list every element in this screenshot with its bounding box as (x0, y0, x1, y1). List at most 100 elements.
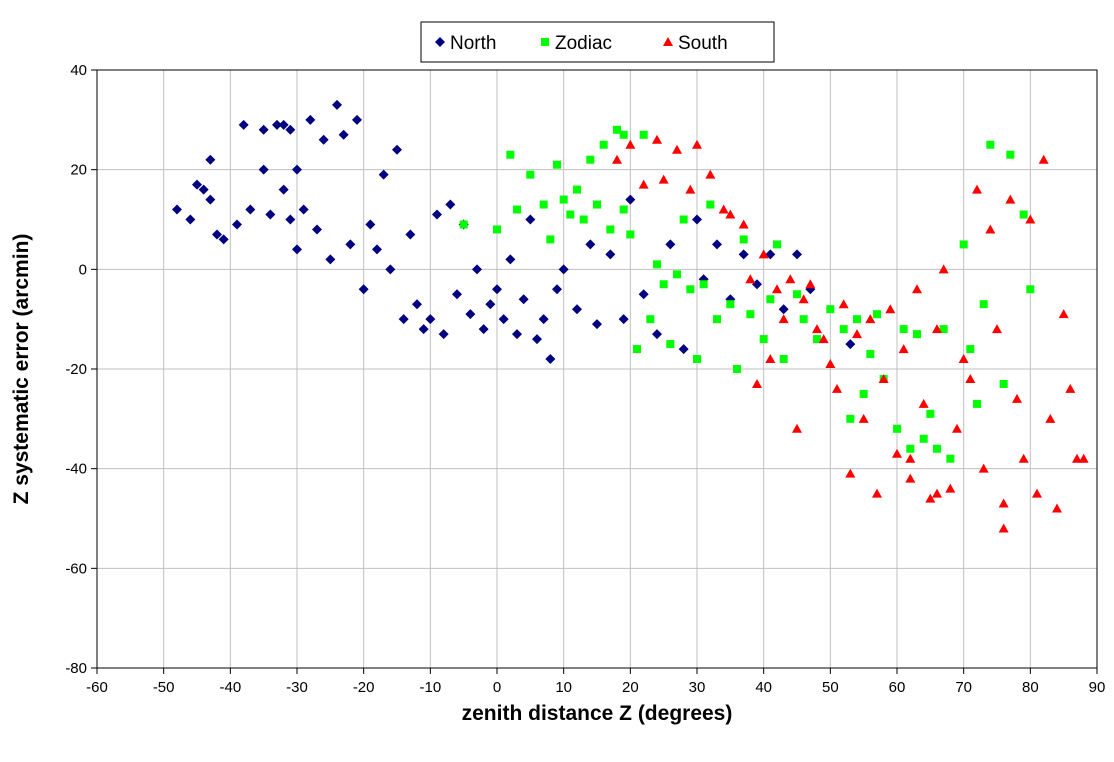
x-tick-label: 60 (889, 679, 906, 696)
point (778, 314, 789, 324)
point (725, 209, 736, 219)
point (438, 329, 449, 340)
point (546, 235, 555, 244)
x-tick-label: 10 (555, 679, 572, 696)
point (998, 523, 1009, 533)
x-tick-label: 40 (755, 679, 772, 696)
y-tick-label: 40 (70, 62, 87, 79)
point (712, 239, 722, 250)
point (912, 284, 922, 294)
point (798, 294, 809, 304)
point (958, 354, 969, 364)
point (918, 398, 929, 408)
point (846, 414, 855, 423)
point (1026, 285, 1035, 294)
point (205, 154, 216, 165)
point (605, 249, 616, 260)
point (658, 174, 669, 184)
point (1006, 150, 1015, 159)
point (852, 329, 862, 339)
point (506, 150, 515, 159)
x-tick-label: -20 (353, 679, 375, 696)
point (973, 399, 981, 408)
point (558, 264, 569, 275)
point (739, 235, 748, 244)
point (792, 423, 802, 433)
point (538, 314, 549, 325)
point (713, 315, 721, 324)
point (205, 194, 216, 205)
point (832, 383, 842, 393)
point (932, 324, 942, 334)
marks (172, 99, 1089, 533)
point (805, 279, 816, 289)
point (606, 225, 615, 234)
point (745, 274, 756, 284)
point (613, 125, 621, 134)
point (746, 310, 755, 319)
point (998, 498, 1009, 508)
point (633, 345, 641, 354)
point (265, 209, 276, 220)
point (352, 114, 362, 125)
y-tick-label: -80 (65, 660, 87, 677)
legend: North Zodiac South (435, 33, 728, 54)
legend-marker (541, 38, 549, 46)
point (425, 314, 436, 325)
point (793, 290, 801, 299)
point (718, 204, 729, 214)
point (865, 314, 876, 324)
point (498, 314, 509, 325)
point (673, 270, 681, 279)
point (866, 350, 875, 359)
point (285, 214, 296, 225)
point (338, 129, 349, 140)
point (692, 139, 702, 149)
x-tick-label: -50 (153, 679, 175, 696)
point (738, 249, 749, 260)
point (612, 154, 622, 164)
point (532, 334, 542, 345)
point (705, 169, 716, 179)
point (238, 119, 249, 130)
point (752, 279, 762, 290)
point (312, 224, 322, 235)
point (513, 205, 521, 214)
point (572, 304, 582, 315)
y-tick-label: -20 (65, 361, 87, 378)
point (285, 124, 296, 135)
point (1032, 488, 1042, 498)
point (1018, 453, 1029, 463)
point (1052, 503, 1062, 513)
point (559, 195, 568, 204)
point (566, 210, 575, 219)
point (619, 130, 628, 139)
point (726, 300, 735, 309)
point (418, 324, 429, 335)
point (979, 300, 988, 309)
point (492, 284, 502, 295)
point (192, 179, 202, 190)
point (839, 325, 848, 334)
point (959, 240, 968, 249)
point (579, 215, 588, 224)
point (185, 214, 196, 225)
point (599, 140, 608, 149)
point (592, 319, 602, 330)
legend-label: Zodiac (555, 33, 612, 54)
point (813, 335, 821, 344)
grid: -60 -50 -40 -30 -20 -10 0 10 20 30 40 50 60 70 80 90 -80… (65, 62, 1105, 696)
point (825, 359, 836, 369)
x-tick-label: 80 (1022, 679, 1039, 696)
point (445, 199, 456, 210)
point (545, 354, 556, 365)
point (465, 309, 476, 320)
point (872, 488, 882, 498)
point (758, 249, 769, 259)
point (1005, 194, 1016, 204)
legend-marker (435, 37, 445, 47)
x-tick-label: -10 (419, 679, 441, 696)
point (818, 334, 829, 344)
point (919, 434, 928, 443)
point (966, 345, 975, 354)
